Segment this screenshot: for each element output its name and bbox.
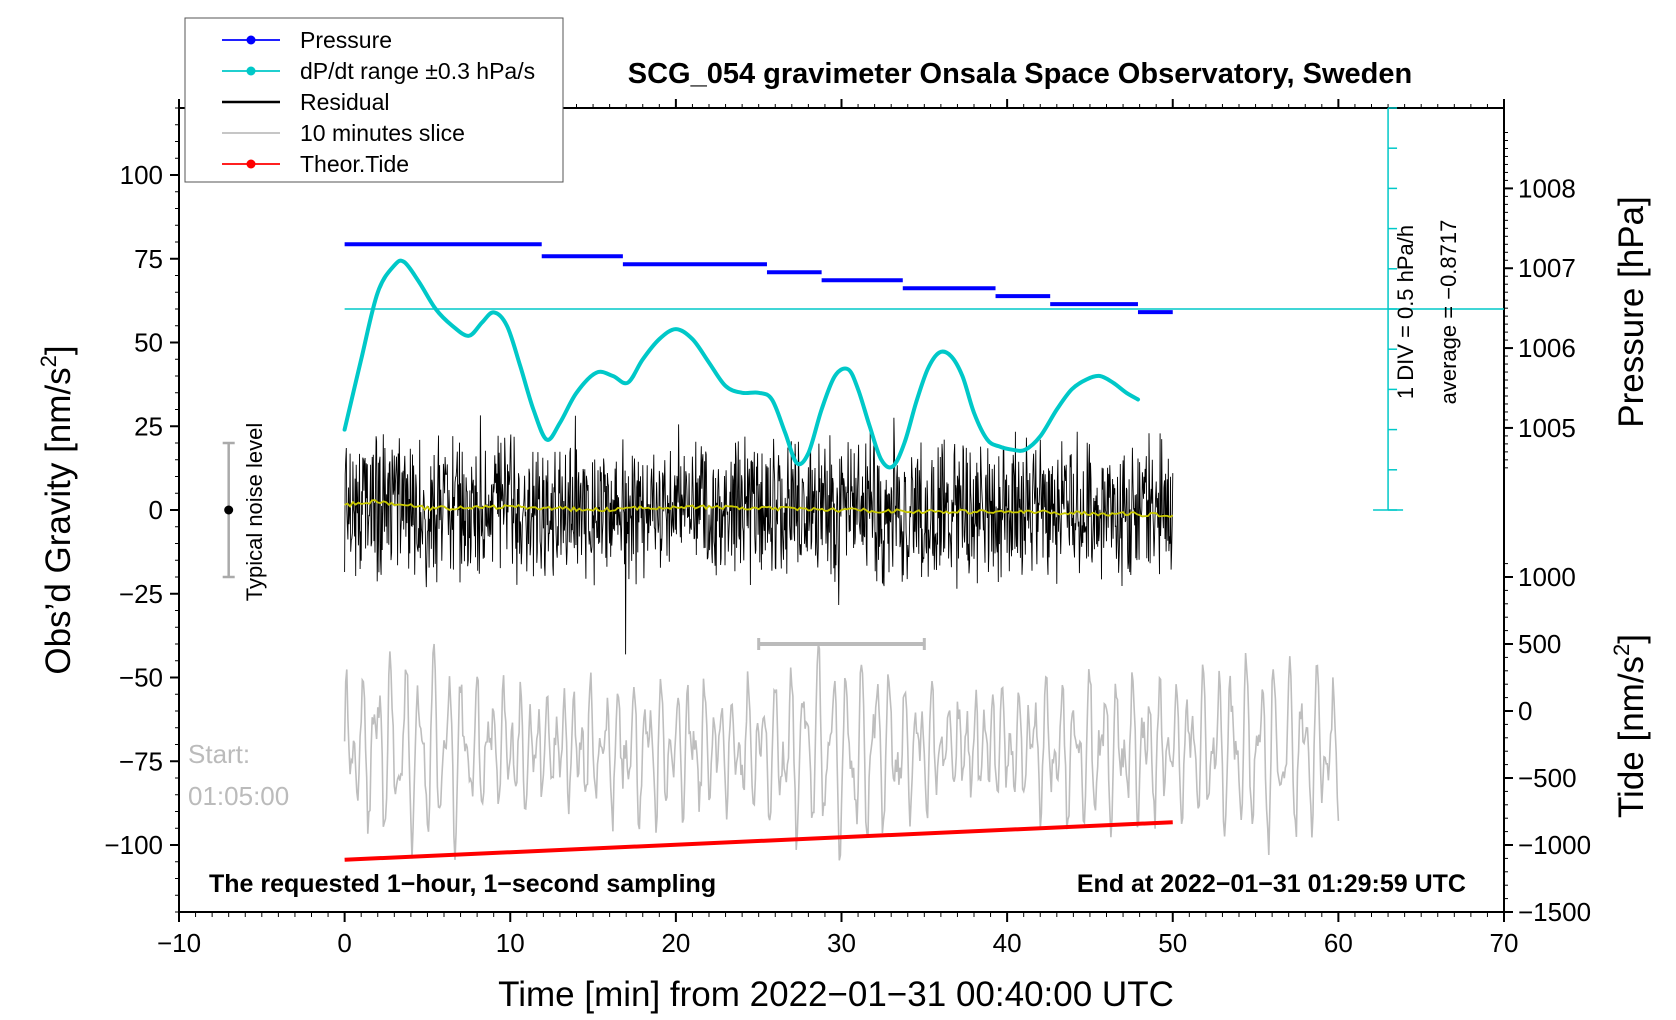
- gravity-tick-label: 25: [134, 411, 163, 441]
- gravity-tick-label: 50: [134, 328, 163, 358]
- time-tick-label: 0: [337, 928, 351, 958]
- gravity-tick-label: 0: [149, 495, 163, 525]
- pressure-tick-label: 1007: [1518, 253, 1576, 283]
- gravity-axis: 100 75 50 25 0 −25 −50 −75 −100: [104, 107, 179, 913]
- pressure-tick-label: 1008: [1518, 173, 1576, 203]
- gravity-tick-label: −50: [119, 663, 163, 693]
- pressure-axis: 1008 1007 1006 1005: [1504, 132, 1576, 469]
- legend-items: Pressure dP/dt range ±0.3 hPa/s Residual 10…: [222, 27, 535, 177]
- residual-series: [344, 415, 1174, 655]
- annotations: [222, 441, 926, 650]
- dpdt-series: [342, 258, 1140, 470]
- ten-minute-slice-series: [343, 643, 1340, 861]
- bottom-right-note: End at 2022−01−31 01:29:59 UTC: [1077, 870, 1466, 898]
- time-tick-label: 20: [661, 928, 690, 958]
- noise-level-label: Typical noise level: [242, 423, 267, 602]
- legend-label: Residual: [300, 89, 390, 115]
- y-axis-label-gravity: Obs’d Gravity [nm/s2]: [36, 345, 78, 674]
- time-tick-label: −10: [157, 928, 201, 958]
- gravity-tick-label: −100: [104, 830, 163, 860]
- legend-marker: [246, 35, 256, 45]
- y-axis-label-tide: Tide [nm/s2]: [1609, 634, 1651, 818]
- tide-tick-label: −500: [1518, 763, 1577, 793]
- dpdt-line: [342, 258, 1140, 470]
- x-axis-label: Time [min] from 2022−01−31 00:40:00 UTC: [498, 975, 1174, 1014]
- mean-residual-line: [344, 499, 1174, 518]
- legend: Pressure dP/dt range ±0.3 hPa/s Residual 10…: [184, 17, 564, 183]
- residual-line: [344, 415, 1174, 655]
- pressure-tick-label: 1005: [1518, 413, 1576, 443]
- legend-box: [184, 17, 564, 183]
- tide-axis: 1000 500 0 −500 −1000 −1500: [1504, 562, 1591, 927]
- average-label: average = −0.8717: [1436, 220, 1461, 405]
- pressure-tick-label: 1006: [1518, 333, 1576, 363]
- theoretical-tide-series: [344, 820, 1173, 862]
- chart-title: SCG_054 gravimeter Onsala Space Observat…: [628, 58, 1412, 90]
- pressure-series: [344, 242, 1173, 315]
- gravity-tick-label: −25: [119, 579, 163, 609]
- legend-label: Pressure: [300, 27, 392, 53]
- time-tick-label: 10: [496, 928, 525, 958]
- legend-label: 10 minutes slice: [300, 120, 465, 146]
- time-tick-label: 30: [827, 928, 856, 958]
- legend-marker: [246, 66, 256, 76]
- tide-tick-label: −1500: [1518, 897, 1591, 927]
- start-label: Start:: [188, 739, 250, 769]
- slice-line: [343, 643, 1340, 861]
- time-tick-label: 50: [1158, 928, 1187, 958]
- tide-line: [344, 820, 1173, 862]
- gravity-tick-label: −75: [119, 746, 163, 776]
- dpdt-scale-label: 1 DIV = 0.5 hPa/h: [1393, 225, 1418, 399]
- tide-tick-label: 1000: [1518, 562, 1576, 592]
- legend-label: dP/dt range ±0.3 hPa/s: [300, 58, 535, 84]
- start-time: 01:05:00: [188, 781, 289, 811]
- gravity-tick-label: 75: [134, 244, 163, 274]
- legend-marker: [246, 159, 256, 169]
- tide-tick-label: 0: [1518, 696, 1532, 726]
- y-axis-label-pressure: Pressure [hPa]: [1612, 196, 1651, 428]
- mean-residual-series: [344, 499, 1174, 518]
- bottom-left-note: The requested 1−hour, 1−second sampling: [209, 870, 716, 898]
- gravity-tick-label: 100: [120, 160, 163, 190]
- legend-label: Theor.Tide: [300, 151, 409, 177]
- tide-tick-label: 500: [1518, 629, 1561, 659]
- time-tick-label: 60: [1324, 928, 1353, 958]
- time-tick-label: 70: [1490, 928, 1519, 958]
- noise-center-dot: [224, 505, 234, 515]
- tide-tick-label: −1000: [1518, 830, 1591, 860]
- time-tick-label: 40: [993, 928, 1022, 958]
- dpdt-scale-axis: [344, 107, 1504, 511]
- time-axis: −10 0 10 20 30 40 50 60 70: [157, 99, 1519, 958]
